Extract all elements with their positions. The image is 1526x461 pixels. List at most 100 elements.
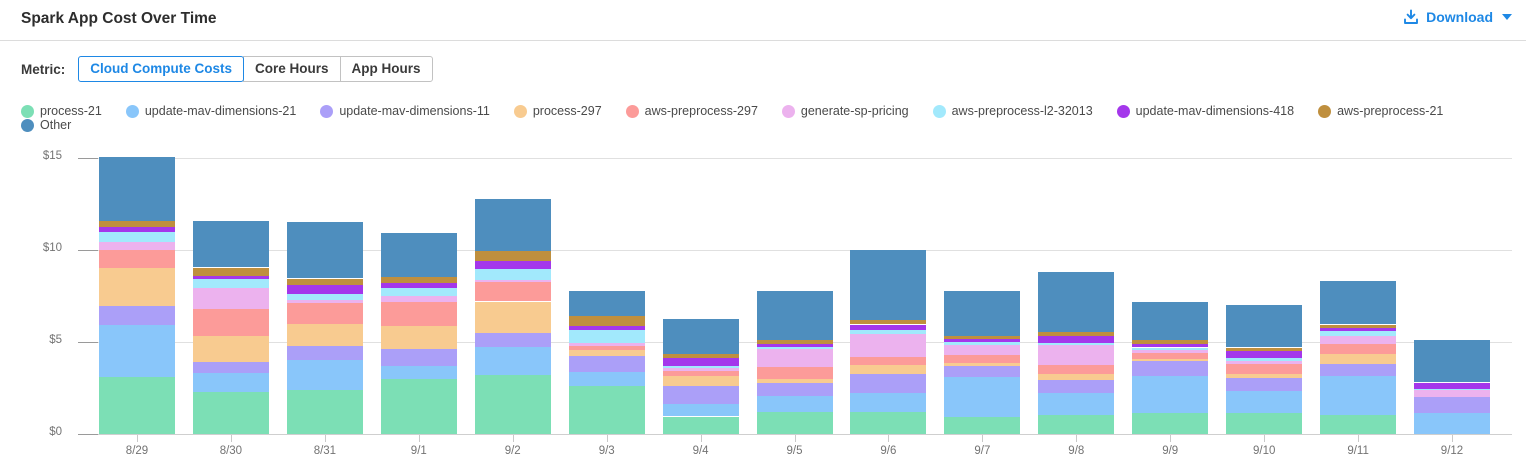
bar-segment[interactable] xyxy=(474,250,551,261)
bar-segment[interactable] xyxy=(1038,344,1115,365)
bar-segment[interactable] xyxy=(1132,412,1209,434)
bar-segment[interactable] xyxy=(1414,397,1490,413)
bar-segment[interactable] xyxy=(192,278,269,288)
bar-segment[interactable] xyxy=(662,367,739,371)
legend-item-update-mav-dimensions-11[interactable]: update-mav-dimensions-11 xyxy=(320,104,490,118)
bar-segment[interactable] xyxy=(286,285,363,295)
bar-segment[interactable] xyxy=(380,349,457,366)
legend-item-process-21[interactable]: process-21 xyxy=(21,104,102,118)
bar-segment[interactable] xyxy=(192,275,269,279)
bar-segment[interactable] xyxy=(850,324,927,330)
bar-segment[interactable] xyxy=(474,375,551,434)
bar-segment[interactable] xyxy=(756,349,833,367)
bar-segment[interactable] xyxy=(1320,343,1397,354)
bar-segment[interactable] xyxy=(99,241,175,250)
bar-segment[interactable] xyxy=(1320,364,1397,377)
bar-segment[interactable] xyxy=(756,366,833,379)
bar-segment[interactable] xyxy=(192,391,269,434)
bar-segment[interactable] xyxy=(286,389,363,434)
bar-segment[interactable] xyxy=(474,282,551,302)
bar-segment[interactable] xyxy=(568,291,645,317)
legend-item-process-297[interactable]: process-297 xyxy=(513,104,602,118)
bar-segment[interactable] xyxy=(1320,335,1397,344)
bar-segment[interactable] xyxy=(1226,377,1303,391)
bar-segment[interactable] xyxy=(99,377,175,434)
bar-segment[interactable] xyxy=(850,374,927,393)
bar-segment[interactable] xyxy=(286,299,363,304)
bar-segment[interactable] xyxy=(286,360,363,390)
bar-segment[interactable] xyxy=(1320,354,1397,365)
download-button[interactable]: Download xyxy=(1403,9,1512,25)
bar-segment[interactable] xyxy=(380,302,457,327)
bar-segment[interactable] xyxy=(1132,302,1209,341)
bar-segment[interactable] xyxy=(850,365,927,375)
bar-segment[interactable] xyxy=(1132,358,1209,362)
bar-segment[interactable] xyxy=(1226,374,1303,378)
bar-segment[interactable] xyxy=(662,357,739,366)
bar-segment[interactable] xyxy=(99,227,175,232)
bar-segment[interactable] xyxy=(286,323,363,346)
bar-segment[interactable] xyxy=(474,261,551,270)
bar-segment[interactable] xyxy=(1132,347,1209,351)
bar-segment[interactable] xyxy=(662,386,739,404)
bar-segment[interactable] xyxy=(1226,364,1303,375)
bar-segment[interactable] xyxy=(1038,414,1115,434)
bar-segment[interactable] xyxy=(286,345,363,361)
bar-segment[interactable] xyxy=(756,340,833,344)
bar-segment[interactable] xyxy=(474,346,551,376)
bar-segment[interactable] xyxy=(1226,305,1303,348)
bar-segment[interactable] xyxy=(1038,392,1115,415)
legend-item-aws-preprocess-297[interactable]: aws-preprocess-297 xyxy=(625,104,758,118)
bar-segment[interactable] xyxy=(850,392,927,412)
bar-segment[interactable] xyxy=(99,220,175,227)
bar-segment[interactable] xyxy=(1226,347,1303,352)
bar-segment[interactable] xyxy=(1038,379,1115,393)
bar-segment[interactable] xyxy=(1414,389,1490,398)
bar-segment[interactable] xyxy=(474,280,551,283)
bar-segment[interactable] xyxy=(1226,351,1303,358)
legend-item-aws-preprocess-21[interactable]: aws-preprocess-21 xyxy=(1318,104,1443,118)
bar-segment[interactable] xyxy=(944,416,1021,434)
bar-segment[interactable] xyxy=(474,269,551,281)
bar-segment[interactable] xyxy=(192,362,269,374)
bar-segment[interactable] xyxy=(99,268,175,307)
bar-segment[interactable] xyxy=(1414,388,1490,390)
bar-segment[interactable] xyxy=(1320,328,1397,331)
bar-segment[interactable] xyxy=(662,319,739,354)
bar-segment[interactable] xyxy=(286,303,363,324)
metric-button-cloud-compute-costs[interactable]: Cloud Compute Costs xyxy=(78,56,245,82)
bar-segment[interactable] xyxy=(944,335,1021,340)
bar-segment[interactable] xyxy=(99,157,175,221)
bar-segment[interactable] xyxy=(568,342,645,346)
bar-segment[interactable] xyxy=(380,296,457,303)
bar-segment[interactable] xyxy=(568,345,645,351)
bar-segment[interactable] xyxy=(568,316,645,327)
bar-segment[interactable] xyxy=(1320,376,1397,415)
bar-segment[interactable] xyxy=(944,342,1021,345)
bar-segment[interactable] xyxy=(944,291,1021,336)
bar-segment[interactable] xyxy=(380,365,457,379)
bar-segment[interactable] xyxy=(380,232,457,277)
bar-segment[interactable] xyxy=(1414,412,1490,434)
bar-segment[interactable] xyxy=(99,325,175,377)
bar-segment[interactable] xyxy=(944,377,1021,417)
bar-segment[interactable] xyxy=(192,267,269,276)
bar-segment[interactable] xyxy=(850,356,927,365)
bar-segment[interactable] xyxy=(850,333,927,357)
bar-segment[interactable] xyxy=(192,287,269,309)
bar-segment[interactable] xyxy=(1414,340,1490,383)
legend-item-update-mav-dimensions-418[interactable]: update-mav-dimensions-418 xyxy=(1116,104,1294,118)
bar-segment[interactable] xyxy=(850,330,927,334)
bar-segment[interactable] xyxy=(1226,361,1303,365)
bar-segment[interactable] xyxy=(756,346,833,350)
bar-segment[interactable] xyxy=(99,231,175,242)
bar-segment[interactable] xyxy=(1320,414,1397,434)
bar-segment[interactable] xyxy=(1226,357,1303,362)
bar-segment[interactable] xyxy=(568,355,645,373)
bar-segment[interactable] xyxy=(1038,335,1115,343)
bar-segment[interactable] xyxy=(662,403,739,417)
bar-segment[interactable] xyxy=(192,308,269,336)
bar-segment[interactable] xyxy=(1132,353,1209,359)
bar-segment[interactable] xyxy=(1132,340,1209,344)
bar-segment[interactable] xyxy=(1132,350,1209,354)
